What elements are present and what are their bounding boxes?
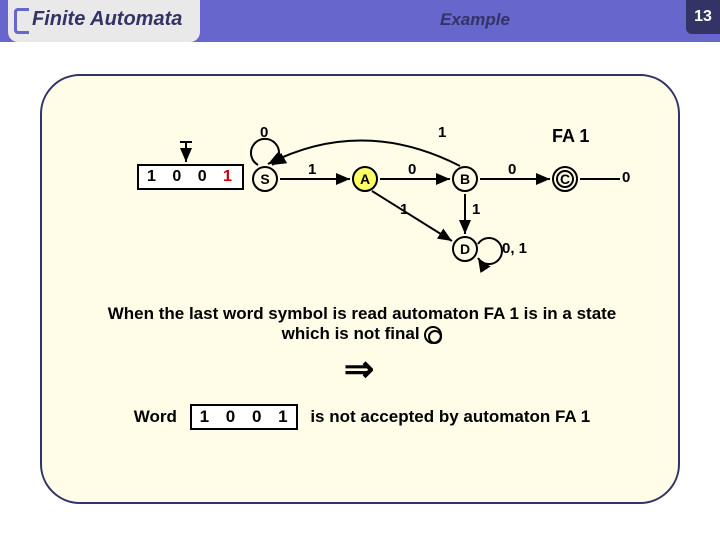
caption-text: When the last word symbol is read automa… [108,304,617,323]
state-c: C [552,166,578,192]
state-label: C [560,171,570,187]
state-s: S [252,166,278,192]
state-label: D [460,241,470,257]
content-panel: 1 0 0 1 S A B C D FA 1 0 1 1 0 0 0 1 1 0… [40,74,680,504]
input-word-box: 1 0 0 1 [137,164,244,190]
label-s-loop: 0 [260,124,268,141]
caption-strong: is not accepted [310,407,434,426]
state-d: D [452,236,478,262]
caption-line-1: When the last word symbol is read automa… [42,304,682,344]
label-a-to-b: 0 [408,161,416,178]
example-label: Example [440,10,510,30]
caption-tail: by automaton FA 1 [434,407,590,426]
input-digits: 1 0 0 1 [147,168,238,185]
label-d-loop: 0, 1 [502,240,527,257]
caption-text: which is not final [282,324,420,343]
page-title: Finite Automata [8,0,200,42]
word-label: Word [134,407,177,426]
state-label: S [260,171,269,187]
label-s-to-a: 1 [308,161,316,178]
word-box-inline: 1 0 0 1 [190,404,298,430]
automaton-name: FA 1 [552,126,589,147]
label-b-to-s: 1 [438,124,446,141]
final-state-icon [424,326,442,344]
label-a-to-d: 1 [400,201,408,218]
state-label: B [460,171,470,187]
label-c-right: 0 [622,169,630,186]
page-number: 13 [686,0,720,34]
caption-line-2: Word 1 0 0 1 is not accepted by automato… [42,404,682,430]
state-b: B [452,166,478,192]
label-b-to-c: 0 [508,161,516,178]
label-b-to-d: 1 [472,201,480,218]
state-label: A [360,171,370,187]
state-a: A [352,166,378,192]
implies-icon: ⇒ [344,348,374,390]
